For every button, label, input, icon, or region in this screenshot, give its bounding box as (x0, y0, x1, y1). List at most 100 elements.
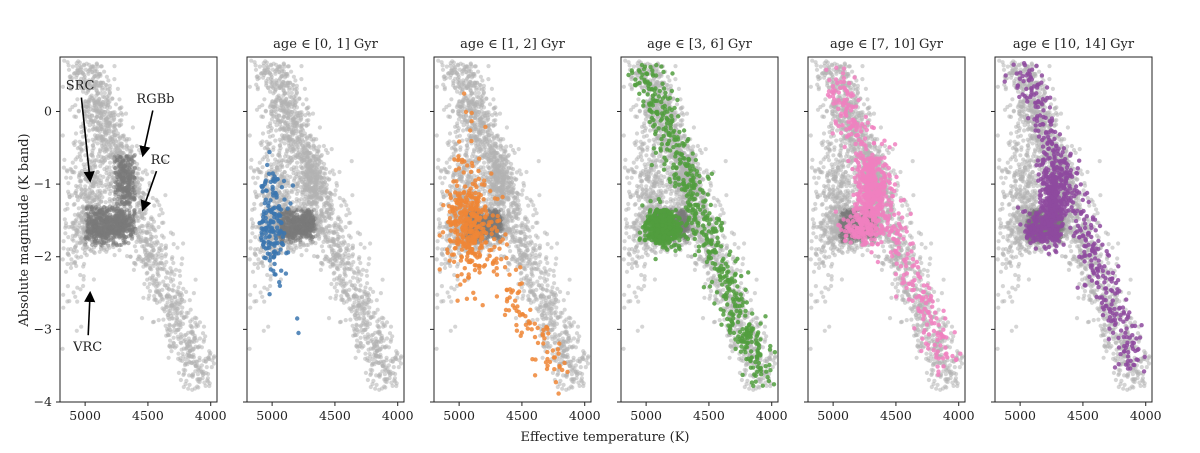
background-point (260, 131, 266, 136)
background-point (142, 281, 147, 287)
background-point (249, 157, 254, 162)
background-point (300, 170, 305, 175)
background-point (203, 359, 208, 364)
background-point (94, 61, 99, 66)
background-point (264, 139, 269, 144)
background-point (105, 140, 110, 145)
background-point (314, 195, 319, 201)
background-point (314, 212, 319, 217)
y-tick-label: −3 (34, 321, 52, 336)
background-point (93, 224, 98, 229)
background-point (131, 175, 136, 180)
background-point (132, 165, 137, 170)
background-point (181, 367, 186, 372)
background-point (331, 172, 337, 177)
background-point (74, 254, 79, 259)
background-point (75, 240, 80, 245)
background-point (322, 161, 327, 167)
background-point (350, 246, 355, 251)
background-point (123, 193, 128, 198)
background-point (184, 339, 189, 345)
background-point (150, 273, 156, 278)
background-point (95, 170, 100, 175)
background-point (202, 380, 207, 385)
background-point (160, 220, 165, 225)
x-tick-label: 5000 (69, 408, 101, 423)
background-point (88, 222, 93, 227)
background-point (329, 147, 334, 152)
background-point (69, 257, 74, 262)
background-point (288, 174, 293, 179)
background-point (65, 201, 70, 207)
background-point (288, 213, 293, 218)
background-point (113, 150, 118, 155)
background-point (347, 287, 352, 292)
background-point (136, 256, 141, 261)
background-point (271, 61, 276, 66)
background-point (63, 221, 69, 226)
background-point (134, 204, 140, 209)
background-point (302, 157, 307, 163)
background-point (98, 206, 103, 211)
background-point (172, 272, 177, 277)
background-point (73, 114, 79, 119)
background-point (79, 254, 84, 259)
background-point (69, 224, 74, 229)
background-point (74, 75, 79, 80)
background-point (171, 340, 176, 345)
background-point (354, 311, 359, 316)
background-point (130, 169, 135, 174)
background-point (111, 224, 116, 229)
background-point (184, 378, 189, 383)
background-point (304, 243, 309, 248)
background-point (86, 71, 91, 76)
background-point (304, 248, 309, 253)
background-point (360, 267, 366, 272)
y-axis-title: Absolute magnitude (K band) (17, 133, 32, 327)
background-point (282, 170, 287, 175)
background-point (184, 289, 189, 294)
background-point (357, 269, 362, 274)
background-point (251, 175, 256, 180)
background-point (172, 302, 177, 307)
background-point (179, 310, 184, 315)
background-point (356, 303, 361, 308)
background-point (78, 85, 83, 90)
background-point (298, 156, 303, 161)
background-point (75, 198, 80, 203)
background-point (341, 261, 346, 266)
background-point (74, 63, 79, 68)
background-point (292, 178, 297, 183)
background-point (82, 243, 87, 248)
background-point (253, 63, 258, 68)
background-point (190, 348, 195, 353)
background-point (334, 289, 340, 294)
background-point (179, 297, 184, 302)
background-point (93, 205, 99, 210)
background-point (102, 232, 107, 237)
background-point (284, 213, 289, 218)
background-point (210, 358, 215, 363)
background-point (77, 60, 82, 65)
background-point (113, 102, 119, 107)
background-point (348, 279, 353, 284)
background-point (285, 164, 290, 169)
background-point (306, 195, 311, 200)
background-point (117, 123, 122, 128)
background-point (139, 195, 144, 200)
background-point (294, 191, 299, 196)
background-point (134, 228, 139, 233)
background-point (343, 273, 348, 278)
background-point (294, 143, 300, 148)
background-point (101, 156, 107, 161)
background-point (298, 201, 303, 206)
background-point (368, 367, 373, 372)
background-point (326, 316, 332, 321)
background-point (327, 224, 333, 229)
background-point (325, 150, 330, 155)
background-point (95, 141, 100, 146)
background-point (281, 174, 286, 179)
background-point (147, 181, 152, 186)
background-point (300, 143, 305, 148)
